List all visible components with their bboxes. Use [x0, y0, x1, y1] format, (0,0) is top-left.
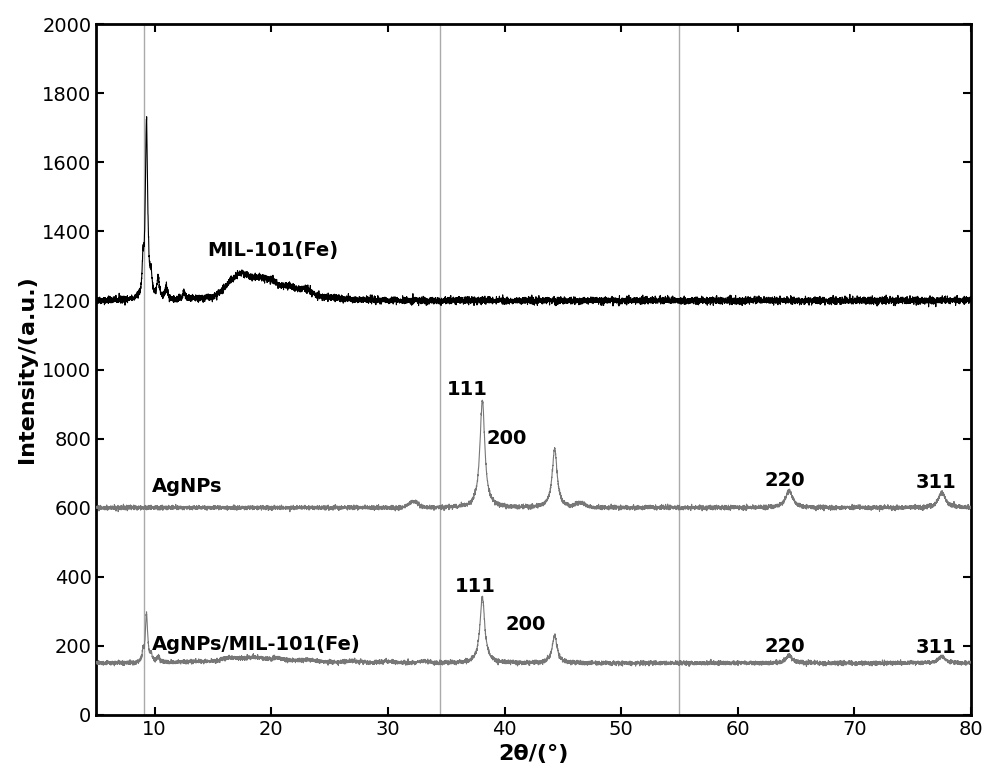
X-axis label: 2θ/(°): 2θ/(°) — [498, 744, 569, 765]
Text: 111: 111 — [455, 577, 496, 597]
Text: AgNPs/MIL-101(Fe): AgNPs/MIL-101(Fe) — [152, 635, 361, 654]
Text: 220: 220 — [764, 471, 805, 490]
Text: AgNPs: AgNPs — [152, 477, 223, 497]
Text: MIL-101(Fe): MIL-101(Fe) — [207, 241, 338, 260]
Text: 200: 200 — [505, 615, 546, 634]
Text: 311: 311 — [916, 473, 956, 492]
Text: 311: 311 — [916, 638, 956, 657]
Text: 200: 200 — [487, 429, 527, 448]
Text: 111: 111 — [447, 380, 488, 399]
Text: 220: 220 — [764, 637, 805, 656]
Y-axis label: Intensity/(a.u.): Intensity/(a.u.) — [17, 276, 37, 463]
